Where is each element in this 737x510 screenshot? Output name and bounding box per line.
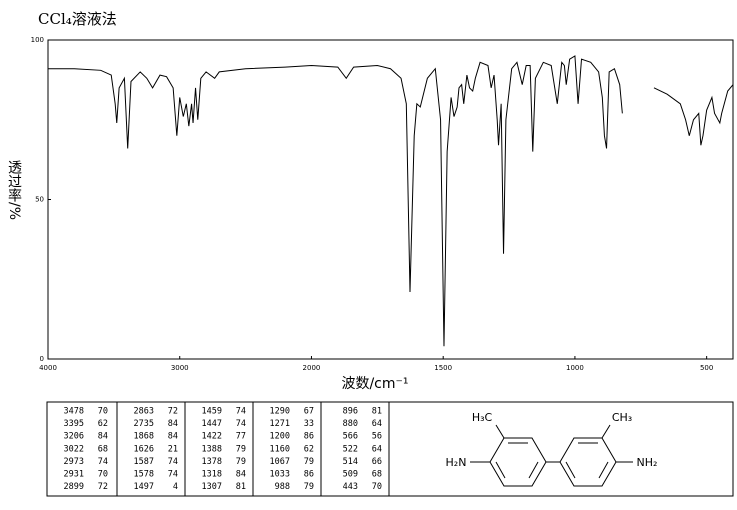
peak-transmittance: 74 xyxy=(168,457,178,467)
peak-wavenumber: 1271 xyxy=(270,419,290,429)
peak-transmittance: 62 xyxy=(304,444,314,454)
peak-wavenumber: 896 xyxy=(343,407,358,417)
structure: H₃C CH₃ H₂N NH₂ xyxy=(446,411,658,487)
peak-wavenumber: 514 xyxy=(343,457,358,467)
peak-transmittance: 70 xyxy=(98,470,108,480)
peak-transmittance: 81 xyxy=(236,482,246,492)
peak-transmittance: 72 xyxy=(98,482,108,492)
peak-wavenumber: 1626 xyxy=(134,444,154,454)
peak-wavenumber: 522 xyxy=(343,444,358,454)
structure-label: H₃C xyxy=(472,411,493,424)
peak-wavenumber: 3022 xyxy=(64,444,84,454)
peak-wavenumber: 1307 xyxy=(202,482,222,492)
peak-transmittance: 84 xyxy=(98,432,108,442)
peak-transmittance: 79 xyxy=(304,482,314,492)
peak-transmittance: 79 xyxy=(236,457,246,467)
x-tick-label: 3000 xyxy=(171,364,189,372)
peak-wavenumber: 2735 xyxy=(134,419,154,429)
x-tick-label: 4000 xyxy=(39,364,57,372)
peak-transmittance: 86 xyxy=(304,432,314,442)
peak-transmittance: 74 xyxy=(236,419,246,429)
peak-transmittance: 84 xyxy=(168,419,178,429)
peak-wavenumber: 1200 xyxy=(270,432,290,442)
peak-transmittance: 86 xyxy=(304,470,314,480)
peak-transmittance: 79 xyxy=(304,457,314,467)
peak-transmittance: 74 xyxy=(168,470,178,480)
peak-wavenumber: 2863 xyxy=(134,407,154,417)
peak-wavenumber: 1459 xyxy=(202,407,222,417)
peak-transmittance: 79 xyxy=(236,444,246,454)
x-axis-label: 波数/cm⁻¹ xyxy=(341,376,408,392)
peak-transmittance: 21 xyxy=(168,444,178,454)
peak-wavenumber: 1388 xyxy=(202,444,222,454)
peak-transmittance: 77 xyxy=(236,432,246,442)
peak-wavenumber: 1160 xyxy=(270,444,290,454)
peak-transmittance: 72 xyxy=(168,407,178,417)
y-axis-label: 透过率/% xyxy=(6,160,22,220)
table-dividers xyxy=(116,402,390,496)
peak-wavenumber: 880 xyxy=(343,419,358,429)
peak-wavenumber: 1290 xyxy=(270,407,290,417)
peak-wavenumber: 988 xyxy=(275,482,290,492)
peak-wavenumber: 509 xyxy=(343,470,358,480)
peak-wavenumber: 1378 xyxy=(202,457,222,467)
peak-transmittance: 66 xyxy=(372,457,382,467)
peak-wavenumber: 3206 xyxy=(64,432,84,442)
peak-transmittance: 68 xyxy=(372,470,382,480)
x-tick-label: 1500 xyxy=(434,364,452,372)
peak-wavenumber: 3395 xyxy=(64,419,84,429)
peak-transmittance: 67 xyxy=(304,407,314,417)
peak-wavenumber: 1578 xyxy=(134,470,154,480)
peak-wavenumber: 3478 xyxy=(64,407,84,417)
structure-label: H₂N xyxy=(446,456,467,469)
structure-label: CH₃ xyxy=(612,411,632,424)
peak-wavenumber: 1447 xyxy=(202,419,222,429)
chart-title: CCl₄溶液法 xyxy=(38,10,117,28)
peak-wavenumber: 1497 xyxy=(134,482,154,492)
peak-wavenumber: 2899 xyxy=(64,482,84,492)
peak-transmittance: 70 xyxy=(98,407,108,417)
peak-transmittance: 33 xyxy=(304,419,314,429)
peak-wavenumber: 1587 xyxy=(134,457,154,467)
peak-transmittance: 64 xyxy=(372,444,382,454)
peak-wavenumber: 2973 xyxy=(64,457,84,467)
table-frame xyxy=(46,401,734,497)
peak-transmittance: 68 xyxy=(98,444,108,454)
peak-transmittance: 64 xyxy=(372,419,382,429)
peak-wavenumber: 443 xyxy=(343,482,358,492)
plot-frame xyxy=(47,39,734,360)
peak-transmittance: 74 xyxy=(98,457,108,467)
y-tick-label: 100 xyxy=(31,36,44,44)
x-tick-label: 1000 xyxy=(566,364,584,372)
y-tick-label: 0 xyxy=(40,355,44,363)
peak-transmittance: 4 xyxy=(173,482,178,492)
peak-transmittance: 62 xyxy=(98,419,108,429)
peak-transmittance: 56 xyxy=(372,432,382,442)
structure-label: NH₂ xyxy=(637,456,658,469)
peak-wavenumber: 566 xyxy=(343,432,358,442)
y-tick-label: 50 xyxy=(35,196,44,204)
x-tick-label: 500 xyxy=(700,364,713,372)
x-tick-label: 2000 xyxy=(303,364,321,372)
peak-wavenumber: 1422 xyxy=(202,432,222,442)
peak-transmittance: 84 xyxy=(168,432,178,442)
spectrum-line xyxy=(48,55,734,347)
peak-transmittance: 74 xyxy=(236,407,246,417)
peak-wavenumber: 1318 xyxy=(202,470,222,480)
peak-wavenumber: 1033 xyxy=(270,470,290,480)
peak-wavenumber: 1067 xyxy=(270,457,290,467)
peak-transmittance: 70 xyxy=(372,482,382,492)
peak-transmittance: 84 xyxy=(236,470,246,480)
peak-wavenumber: 1868 xyxy=(134,432,154,442)
peak-transmittance: 81 xyxy=(372,407,382,417)
peak-wavenumber: 2931 xyxy=(64,470,84,480)
